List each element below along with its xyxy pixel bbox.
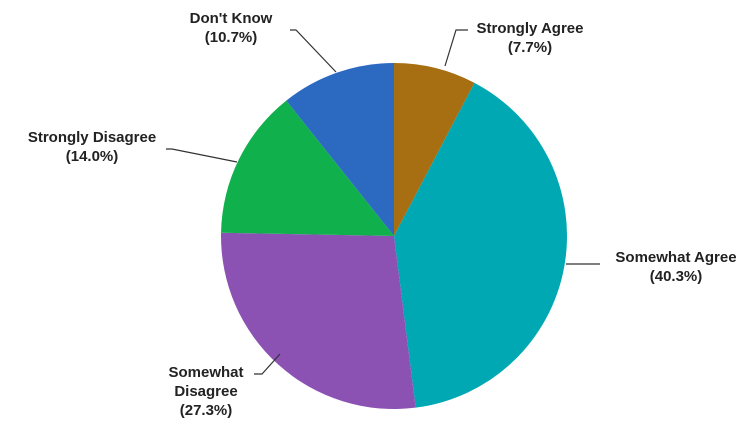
slice-somewhat-agree [394, 82, 567, 408]
leader-lines [166, 29, 600, 375]
leader-line-somewhat-disagree [254, 353, 281, 375]
slice-label-somewhat-disagree: Somewhat Disagree (27.3%) [168, 364, 243, 419]
slice-somewhat-disagree [220, 232, 416, 409]
leader-line-strongly-disagree [166, 148, 238, 163]
leader-line-strongly-agree [444, 29, 468, 67]
slice-don-t-know [286, 63, 394, 236]
slice-label-don-t-know: Don't Know (10.7%) [190, 10, 273, 46]
slice-strongly-agree [394, 63, 475, 236]
leader-line-don-t-know [290, 29, 337, 73]
slice-labels: Strongly Agree (7.7%) Somewhat Agree (40.3%… [28, 10, 737, 419]
slice-label-somewhat-agree: Somewhat Agree (40.3%) [615, 249, 736, 285]
pie-slices [220, 63, 567, 409]
slice-label-strongly-disagree: Strongly Disagree (14.0%) [28, 129, 156, 165]
slice-label-strongly-agree: Strongly Agree (7.7%) [477, 20, 584, 56]
slice-strongly-disagree [221, 100, 394, 236]
